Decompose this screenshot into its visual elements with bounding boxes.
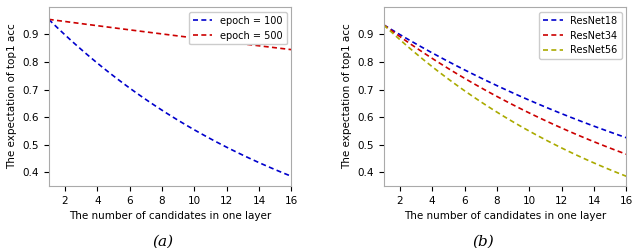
ResNet34 — [603, 145, 611, 148]
Line: ResNet34: ResNet34 — [384, 25, 627, 154]
epoch = 100 — [92, 60, 99, 63]
ResNet56 — [436, 71, 444, 74]
ResNet18 — [380, 23, 388, 26]
epoch = 500 — [45, 18, 52, 21]
epoch = 100 — [287, 175, 295, 178]
ResNet34 — [505, 101, 513, 104]
Text: (a): (a) — [152, 235, 174, 248]
epoch = 100 — [45, 18, 52, 21]
Text: (b): (b) — [472, 235, 494, 248]
ResNet56 — [380, 23, 388, 26]
ResNet34 — [426, 56, 434, 59]
ResNet18 — [436, 56, 444, 59]
epoch = 500 — [170, 34, 178, 37]
Legend: ResNet18, ResNet34, ResNet56: ResNet18, ResNet34, ResNet56 — [540, 12, 621, 59]
Y-axis label: The expectation of top1 acc: The expectation of top1 acc — [342, 24, 352, 169]
ResNet18 — [505, 90, 513, 93]
ResNet18 — [603, 129, 611, 132]
Line: ResNet18: ResNet18 — [384, 25, 627, 138]
ResNet56 — [426, 64, 434, 67]
epoch = 500 — [275, 47, 283, 50]
epoch = 500 — [92, 24, 99, 27]
ResNet18 — [623, 136, 630, 139]
epoch = 100 — [101, 68, 109, 71]
Line: epoch = 100: epoch = 100 — [49, 19, 291, 176]
ResNet56 — [505, 118, 513, 121]
ResNet18 — [611, 132, 618, 135]
ResNet56 — [525, 129, 532, 132]
Legend: epoch = 100, epoch = 500: epoch = 100, epoch = 500 — [189, 12, 287, 44]
Line: epoch = 500: epoch = 500 — [49, 19, 291, 50]
epoch = 100 — [268, 167, 276, 170]
ResNet34 — [436, 62, 444, 65]
epoch = 500 — [268, 46, 276, 49]
epoch = 100 — [189, 128, 197, 131]
X-axis label: The number of candidates in one layer: The number of candidates in one layer — [69, 211, 271, 221]
ResNet18 — [426, 50, 434, 53]
epoch = 100 — [275, 170, 283, 173]
Line: ResNet56: ResNet56 — [384, 25, 627, 176]
epoch = 500 — [189, 36, 197, 39]
ResNet56 — [603, 167, 611, 170]
ResNet34 — [623, 153, 630, 156]
Y-axis label: The expectation of top1 acc: The expectation of top1 acc — [7, 24, 17, 169]
ResNet56 — [623, 175, 630, 178]
epoch = 500 — [101, 25, 109, 28]
ResNet34 — [611, 148, 618, 151]
X-axis label: The number of candidates in one layer: The number of candidates in one layer — [404, 211, 606, 221]
epoch = 100 — [170, 116, 178, 119]
epoch = 500 — [287, 48, 295, 51]
ResNet18 — [525, 98, 532, 101]
ResNet34 — [525, 111, 532, 114]
ResNet56 — [611, 170, 618, 173]
ResNet34 — [380, 23, 388, 26]
